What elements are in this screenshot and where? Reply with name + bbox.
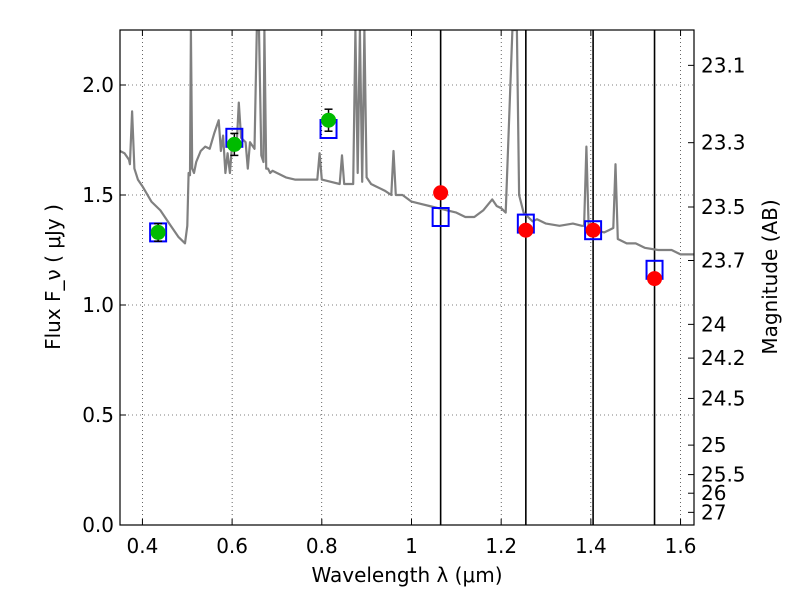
model-flux-square xyxy=(584,220,603,241)
observed-flux-point xyxy=(321,112,337,128)
y-tick-label: 0.0 xyxy=(82,513,114,537)
y-tick-label: 2.0 xyxy=(82,73,114,97)
observed-flux-point xyxy=(585,222,601,238)
magnitude-tick-label: 23.1 xyxy=(701,53,746,77)
y-axis: 0.0 0.5 1.0 1.5 2.0 xyxy=(82,73,126,537)
x-axis-label: Wavelength λ (μm) xyxy=(311,563,502,587)
magnitude-tick-label: 23.5 xyxy=(701,195,746,219)
x-tick-label: 0.8 xyxy=(306,534,338,558)
y-tick-label: 1.5 xyxy=(82,183,114,207)
x-tick-label: 1.4 xyxy=(575,534,607,558)
magnitude-tick-label: 25.5 xyxy=(701,463,746,487)
y-axis-label: Flux F_ν ( μJy ) xyxy=(41,204,65,350)
observed-flux-point xyxy=(150,224,166,240)
observed-flux-point xyxy=(433,185,449,201)
model-flux-square xyxy=(431,207,450,227)
markers-layer xyxy=(149,108,664,287)
x-tick-label: 1 xyxy=(405,534,418,558)
magnitude-tick-label: 24 xyxy=(701,312,726,336)
magnitude-tick-label: 23.7 xyxy=(701,248,746,272)
x-tick-label: 0.6 xyxy=(216,534,248,558)
x-tick-label: 1.6 xyxy=(665,534,697,558)
model-spectrum-line xyxy=(120,30,694,256)
magnitude-tick-label: 26 xyxy=(701,481,726,505)
observed-flux-point xyxy=(647,271,663,287)
magnitude-tick-label: 23.3 xyxy=(701,131,746,155)
magnitude-axis-label: Magnitude (AB) xyxy=(758,199,782,354)
x-tick-label: 1.2 xyxy=(485,534,517,558)
x-tick-label: 0.4 xyxy=(127,534,159,558)
magnitude-tick-label: 27 xyxy=(701,500,726,524)
plot-background xyxy=(120,30,694,525)
magnitude-tick-label: 24.2 xyxy=(701,346,746,370)
grid-lines xyxy=(120,30,694,526)
observed-flux-point xyxy=(518,222,534,238)
y-tick-label: 0.5 xyxy=(82,403,114,427)
spectrum-layer xyxy=(120,30,694,256)
plot-frame xyxy=(119,29,695,526)
y-tick-label: 1.0 xyxy=(82,293,114,317)
x-axis: 0.4 0.6 0.8 1 1.2 1.4 1.6 xyxy=(127,30,697,558)
magnitude-tick-label: 25 xyxy=(701,433,726,457)
observed-flux-point xyxy=(226,136,242,152)
magnitude-tick-label: 24.5 xyxy=(701,386,746,410)
